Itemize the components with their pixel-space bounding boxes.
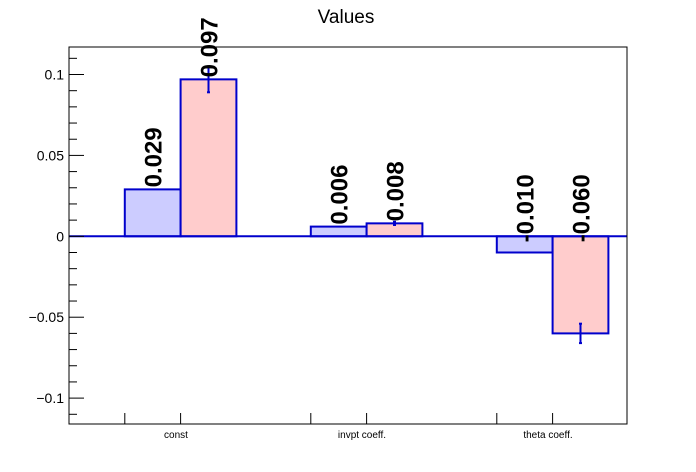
y-tick-label: −0.05: [29, 309, 65, 325]
bar: [179, 78, 238, 238]
y-tick-label: 0: [56, 228, 64, 244]
data-labels-layer: 0.029 0.006 -0.010 0.097 0.008 -0.060: [141, 17, 596, 242]
data-label: -0.010: [513, 174, 540, 242]
bars-layer: [123, 78, 610, 335]
data-label: -0.060: [569, 174, 596, 242]
plot-frame: [68, 46, 628, 425]
chart-title: Values: [318, 7, 375, 28]
y-tick-label: −0.1: [36, 390, 64, 406]
data-label: 0.008: [383, 161, 410, 221]
bar: [551, 235, 610, 335]
y-tick-label: 0.05: [37, 147, 64, 163]
error-bars-layer: [207, 65, 582, 345]
plot-frame-border: [68, 46, 628, 425]
data-label: 0.097: [197, 17, 224, 77]
x-tick-label: theta coeff.: [523, 430, 572, 441]
x-axis: const invpt coeff. theta coeff.: [124, 413, 573, 441]
bar: [309, 225, 368, 238]
x-tick-label: const: [164, 430, 188, 441]
data-label: 0.006: [327, 165, 354, 225]
data-label: 0.029: [141, 127, 168, 187]
x-tick-label: invpt coeff.: [338, 430, 386, 441]
bar: [123, 188, 182, 238]
y-tick-label: 0.1: [45, 67, 65, 83]
y-axis: 0.1 0.05 0 −0.05 −0.1: [29, 57, 84, 415]
